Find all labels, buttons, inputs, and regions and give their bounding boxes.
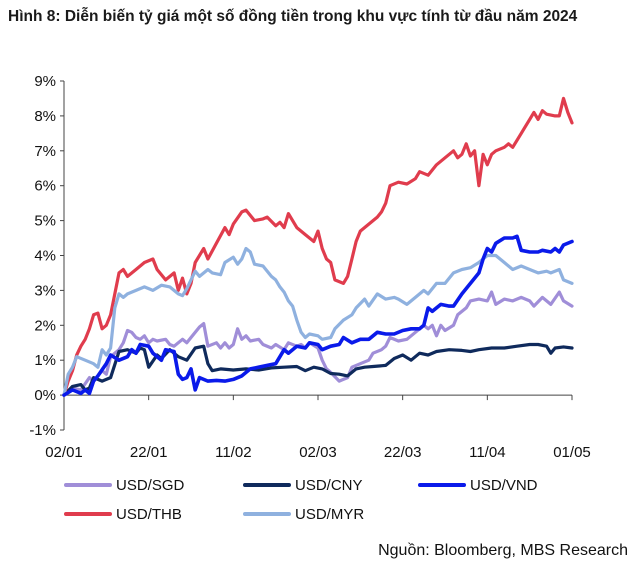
- legend-label-usd-myr: USD/MYR: [295, 506, 364, 523]
- source-note: Nguồn: Bloomberg, MBS Research: [378, 542, 628, 559]
- x-tick-label: 02/01: [45, 444, 83, 461]
- y-tick-label: -1%: [29, 422, 56, 439]
- legend-label-usd-cny: USD/CNY: [295, 477, 363, 494]
- x-tick-label: 22/01: [130, 444, 168, 461]
- series-line-usd-myr: [62, 246, 574, 397]
- chart-title: Hình 8: Diễn biến tỷ giá một số đồng tiề…: [8, 8, 578, 25]
- chart-legend: USD/SGD USD/CNY USD/VND USD/THB USD/MYR: [64, 477, 538, 523]
- x-tick-label: 01/05: [553, 444, 591, 461]
- chart-axes: 9% 8% 7% 6% 5% 4% 3% 2% 1% 0% -1% 02/01 22/01 11/02 02…: [29, 73, 590, 461]
- legend-label-usd-sgd: USD/SGD: [116, 477, 185, 494]
- x-tick-label: 11/02: [215, 444, 251, 461]
- y-tick-label: 3%: [34, 282, 56, 299]
- x-tick-label: 22/03: [384, 444, 422, 461]
- legend-label-usd-thb: USD/THB: [116, 506, 182, 523]
- y-tick-label: 8%: [34, 108, 56, 125]
- legend-label-usd-vnd: USD/VND: [470, 477, 538, 494]
- y-tick-label: 9%: [34, 73, 56, 90]
- y-tick-label: 6%: [34, 178, 56, 195]
- y-tick-label: 0%: [34, 387, 56, 404]
- y-tick-label: 5%: [34, 213, 56, 230]
- x-tick-label: 02/03: [299, 444, 337, 461]
- y-tick-label: 7%: [34, 143, 56, 160]
- y-tick-label: 1%: [34, 352, 56, 369]
- y-tick-label: 2%: [34, 317, 56, 334]
- chart-series: [62, 96, 574, 397]
- series-line-usd-vnd: [62, 234, 574, 397]
- series-line-usd-thb: [62, 96, 574, 397]
- x-tick-label: 11/04: [469, 444, 505, 461]
- y-tick-label: 4%: [34, 248, 56, 265]
